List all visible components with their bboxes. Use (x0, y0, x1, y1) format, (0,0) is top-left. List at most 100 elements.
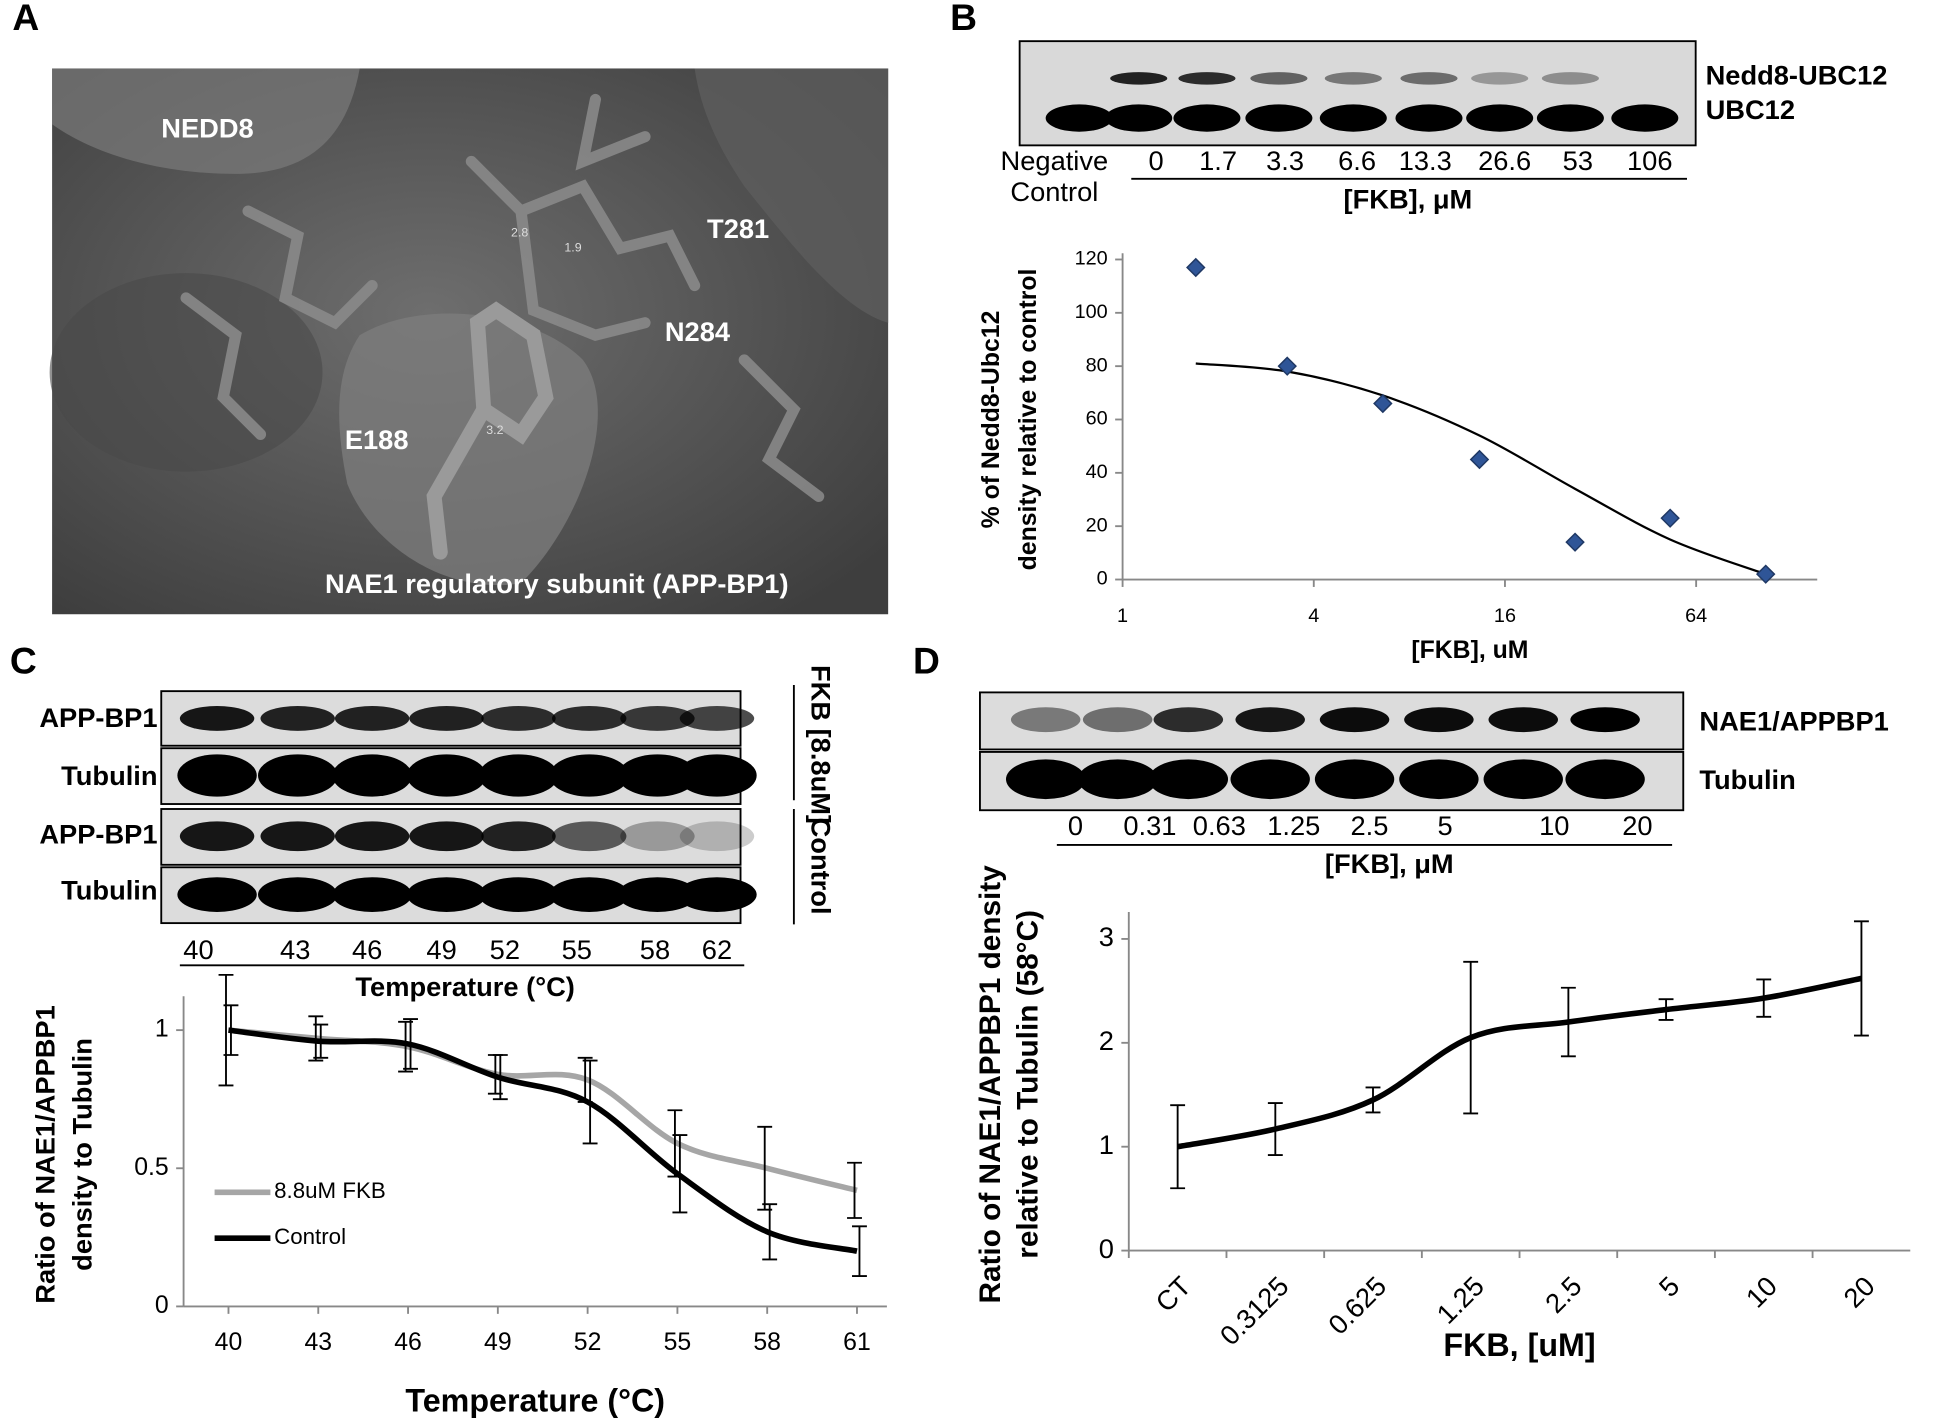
lane-label: 0 (1068, 810, 1083, 841)
panel-label: B (950, 0, 977, 38)
blot-band (1235, 707, 1305, 733)
data-point (1565, 532, 1585, 552)
blot-band (1395, 104, 1463, 132)
lane-label: 52 (490, 934, 520, 965)
y-tick-label: 120 (1075, 248, 1108, 270)
blot-band (481, 706, 556, 731)
distance-label: 3.2 (486, 423, 503, 437)
y-tick-label: 0 (1097, 568, 1108, 590)
lane-label: 43 (280, 934, 310, 965)
error-bar (403, 1018, 418, 1070)
blot-band (481, 821, 556, 852)
error-bar (762, 1203, 778, 1261)
x-tick-label: 0.3125 (1214, 1270, 1295, 1351)
lane-label: 0.31 (1123, 810, 1176, 841)
blot-band (1466, 104, 1534, 132)
lane-label: 5 (1438, 810, 1453, 841)
y-tick-label: 40 (1086, 461, 1108, 483)
lane-label: 26.6 (1478, 145, 1531, 176)
x-tick-label: 2.5 (1539, 1270, 1588, 1319)
lane-label: 62 (702, 934, 732, 965)
blot-band (1148, 759, 1229, 800)
x-axis-title: Temperature (°C) (405, 1383, 665, 1419)
blot-band (1314, 759, 1395, 800)
blot-band (679, 706, 755, 731)
blot-band (549, 877, 629, 912)
distance-label: 1.9 (564, 241, 581, 255)
data-point (1755, 564, 1776, 584)
x-tick-label: 64 (1685, 605, 1707, 627)
blot-band (1319, 104, 1387, 132)
blot-band (258, 877, 338, 912)
blot-band (679, 821, 755, 852)
error-bar (582, 1059, 598, 1145)
error-bar (1560, 986, 1576, 1058)
y-tick-label: 80 (1086, 354, 1108, 376)
blot-band (1178, 72, 1236, 85)
blot-band (409, 821, 484, 852)
blot-band (1230, 759, 1310, 800)
data-point (1277, 356, 1297, 376)
blot-band (334, 821, 410, 852)
error-bar (218, 973, 234, 1087)
blot-band (1570, 707, 1640, 733)
y-tick-label: 100 (1075, 301, 1108, 323)
blot-band (1010, 707, 1081, 733)
blot-band (1045, 104, 1113, 132)
y-axis-title: Ratio of NAE1/APPBP1 density (974, 865, 1007, 1304)
x-tick-label: 52 (574, 1329, 602, 1356)
blot-band (1153, 707, 1224, 733)
blot-band (332, 877, 412, 912)
lane-label: 1.7 (1199, 145, 1237, 176)
legend-label: Control (274, 1224, 346, 1249)
lane-label: 49 (426, 934, 456, 965)
lane-label: 0.63 (1193, 810, 1246, 841)
series-line (1177, 975, 1862, 1150)
x-tick-label: 61 (843, 1329, 871, 1356)
y-tick-label: 2 (1099, 1025, 1114, 1056)
blot-band (260, 821, 335, 852)
blot-band (1488, 707, 1558, 733)
x-tick-label: 4 (1308, 605, 1319, 627)
error-bar (1267, 1102, 1283, 1156)
y-tick-label: 0 (1099, 1233, 1114, 1264)
blot-band (1611, 104, 1679, 132)
error-bar (223, 1004, 239, 1056)
blot-band (617, 754, 698, 797)
blot-band (1110, 72, 1168, 85)
lane-label: 10 (1539, 810, 1569, 841)
x-tick-label: 5 (1653, 1270, 1686, 1303)
western-blot (1018, 40, 1697, 147)
blot-row-label: Tubulin (61, 874, 157, 905)
blot-band (1471, 72, 1529, 85)
panel-label: D (913, 640, 940, 682)
blot-axis-label: Temperature (°C) (355, 971, 574, 1002)
x-tick-label: 1 (1117, 605, 1128, 627)
residue-label: NEDD8 (161, 113, 253, 144)
blot-band (409, 706, 484, 731)
lane-label: 3.3 (1266, 145, 1304, 176)
x-tick-label: 49 (484, 1329, 512, 1356)
distance-label: 2.8 (511, 226, 528, 240)
residue-label: N284 (665, 316, 731, 347)
blot-band (1077, 759, 1158, 800)
lane-label: 13.3 (1399, 145, 1452, 176)
blot-band (551, 821, 627, 852)
blot-band (1400, 72, 1458, 85)
blot-band (1250, 72, 1308, 85)
error-bar (313, 1023, 329, 1059)
y-tick-label: 1 (155, 1016, 169, 1043)
lane-label: 106 (1627, 145, 1672, 176)
lane-label: 2.5 (1350, 810, 1388, 841)
data-point (1186, 257, 1206, 278)
error-bar (672, 1134, 688, 1214)
blot-band (1105, 104, 1173, 132)
error-bar (852, 1225, 867, 1277)
western-blot (979, 691, 1685, 812)
blot-row-label: APP-BP1 (39, 818, 157, 849)
data-point (1660, 508, 1680, 528)
lane-label: 20 (1622, 810, 1652, 841)
blot-band (1483, 759, 1563, 800)
x-axis-title: FKB, [uM] (1443, 1327, 1595, 1363)
